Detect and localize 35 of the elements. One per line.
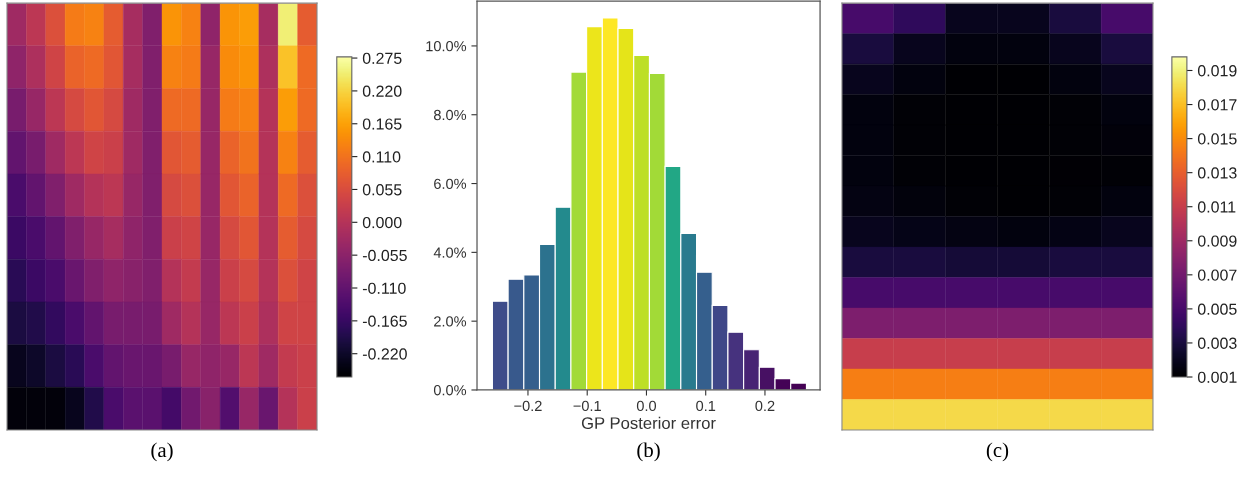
x-tick-label: −0.1 [573,400,601,412]
color-bar-label: 0.001 [1197,371,1237,383]
color-bar-label: 0.017 [1197,99,1237,111]
color-bar-label: 0.000 [362,216,402,229]
y-tick-label: 10.0% [426,41,467,52]
color-bar-label: 0.011 [1197,201,1236,213]
y-tick-label: 2.0% [434,316,467,327]
color-bar-label: -0.165 [362,315,407,327]
x-tick-label: 0.1 [696,400,716,412]
color-bar-label: 0.013 [1197,167,1237,179]
y-tick-label: 4.0% [433,247,467,258]
text: (a) [151,442,173,462]
x-tick-label: 0.0 [636,400,657,412]
color-bar-label: 0.015 [1197,133,1237,145]
color-bar-label: 0.019 [1197,65,1237,77]
text: (c) [986,442,1009,462]
color-bar-label: 0.005 [1197,303,1237,315]
color-bar-label: 0.275 [362,52,402,64]
color-bar-label: -0.220 [362,348,407,360]
color-bar-label: -0.055 [362,249,407,262]
color-bar-label: 0.110 [362,151,401,163]
x-tick-label: −0.2 [514,400,542,412]
x-axis-title: GP Posterior error [581,416,716,430]
color-bar-label: 0.165 [362,118,402,130]
color-bar-label: 0.220 [362,85,402,97]
color-bar-label: -0.110 [362,282,406,294]
y-tick-label: 0.0% [433,385,467,396]
y-tick-label: 6.0% [434,178,467,189]
color-bar-label: 0.009 [1197,235,1237,247]
x-tick-label: 0.2 [755,400,775,412]
color-bar-label: 0.007 [1197,269,1237,281]
color-bar-label: 0.003 [1197,337,1237,349]
color-bar-label: 0.055 [362,184,402,196]
y-tick-label: 8.0% [433,109,467,121]
text: (b) [637,442,660,462]
